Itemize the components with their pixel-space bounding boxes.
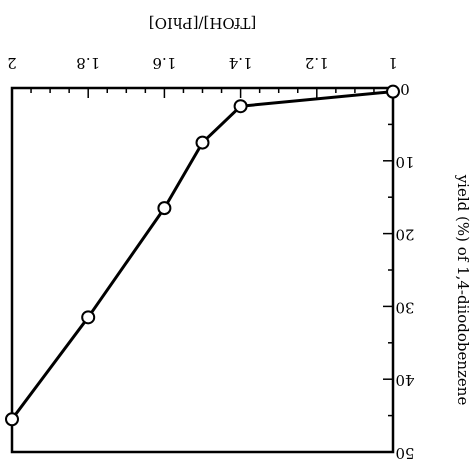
series-line (10, 90, 394, 421)
data-point (233, 99, 248, 114)
x-tick-label: 1 (388, 54, 398, 72)
y-axis-label: yield (%) of 1,4-diiodobenzene (454, 174, 472, 406)
x-tick-label: 1.8 (76, 54, 100, 72)
data-point (157, 201, 172, 216)
y-tick-label: 0 (400, 80, 410, 98)
x-tick-label: 1.6 (152, 54, 176, 72)
x-tick-label: 1.4 (229, 54, 253, 72)
data-point (5, 412, 19, 427)
x-tick-label: 2 (7, 54, 17, 72)
x-axis-label: [TfOH]/[PhIO] (149, 14, 256, 32)
data-point (386, 84, 400, 99)
y-tick-label: 40 (395, 371, 414, 389)
x-tick-label: 1.2 (305, 54, 329, 72)
y-tick-label: 10 (395, 153, 414, 171)
y-tick-label: 20 (395, 226, 414, 244)
y-tick-label: 50 (395, 444, 414, 460)
data-point (81, 310, 96, 325)
series-markers (5, 84, 400, 427)
y-tick-label: 30 (395, 298, 414, 316)
data-point (195, 135, 210, 150)
